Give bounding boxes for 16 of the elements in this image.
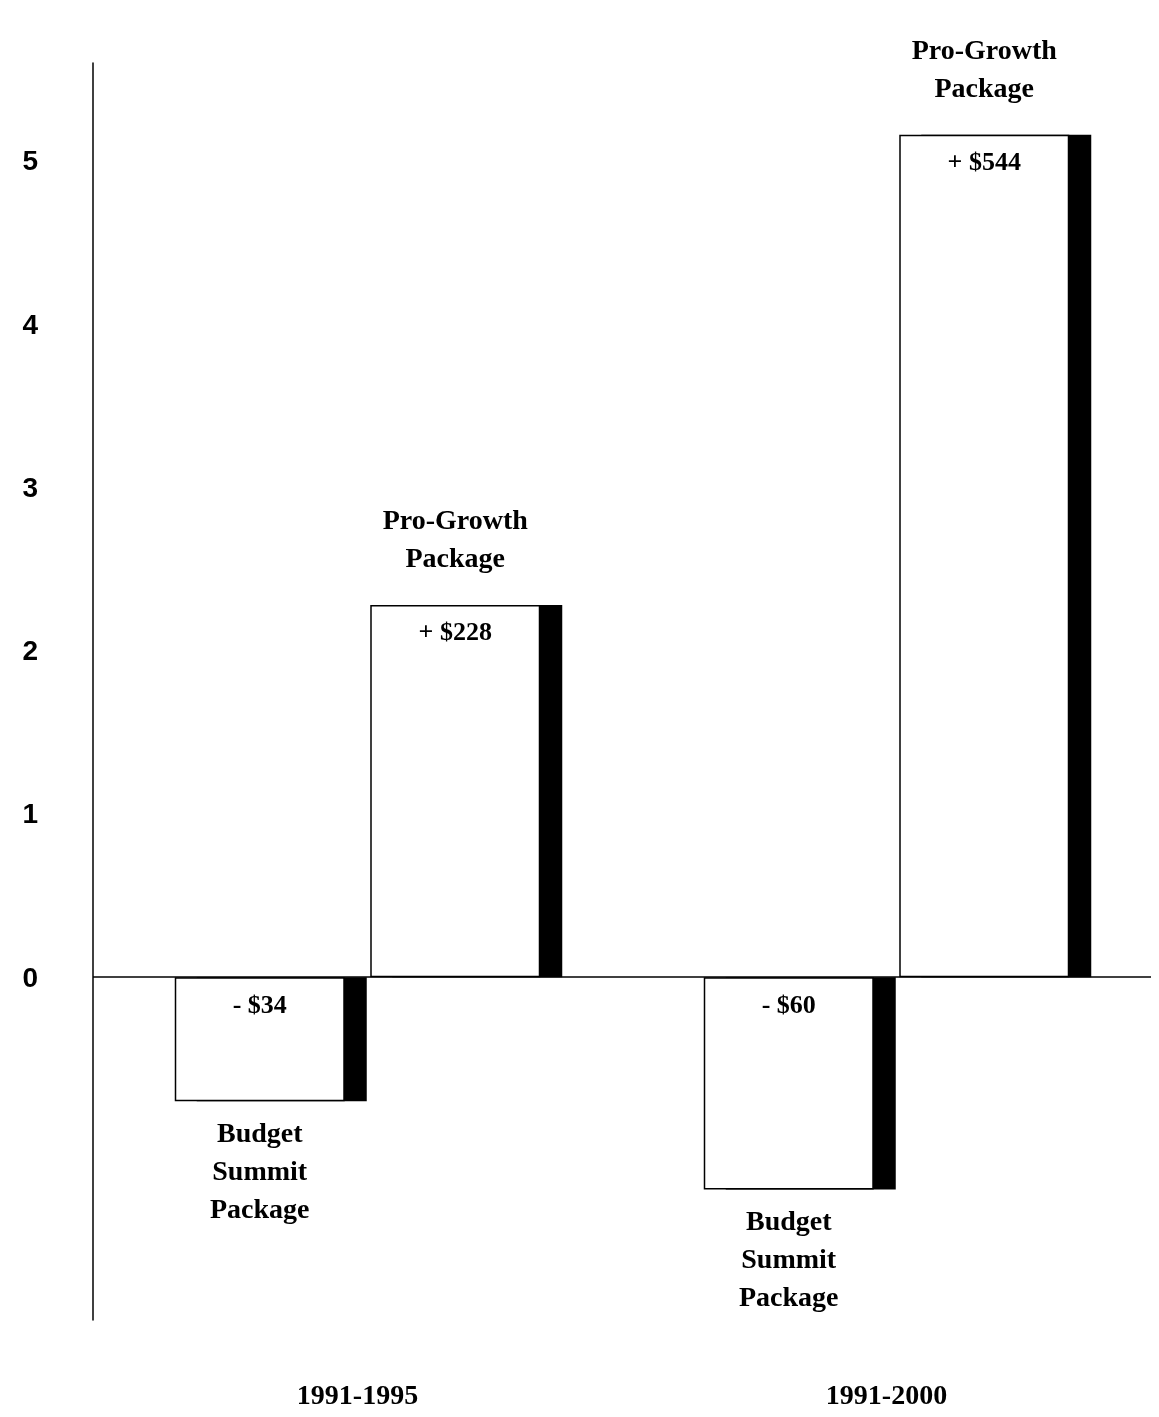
y-tick-label: 4 bbox=[22, 308, 39, 340]
x-tick-label: 1991-1995 bbox=[296, 1378, 419, 1410]
annotation: Pro-Growth Package bbox=[911, 34, 1058, 104]
annotation: + $544 bbox=[947, 147, 1021, 177]
annotation: - $60 bbox=[761, 989, 816, 1019]
y-tick-label: 1 bbox=[22, 798, 38, 830]
y-tick-label: 2 bbox=[22, 635, 38, 667]
y-tick-label: 0 bbox=[22, 961, 38, 993]
y-tick-label: 3 bbox=[22, 471, 38, 503]
annotation: Budget Summit Package bbox=[209, 1116, 310, 1224]
y-tick-label: 5 bbox=[22, 145, 38, 177]
annotation: + $228 bbox=[418, 617, 492, 647]
annotation: Budget Summit Package bbox=[738, 1204, 839, 1312]
annotation: Pro-Growth Package bbox=[382, 504, 529, 574]
x-tick-label: 1991-2000 bbox=[825, 1378, 948, 1410]
annotation: - $34 bbox=[232, 989, 287, 1019]
